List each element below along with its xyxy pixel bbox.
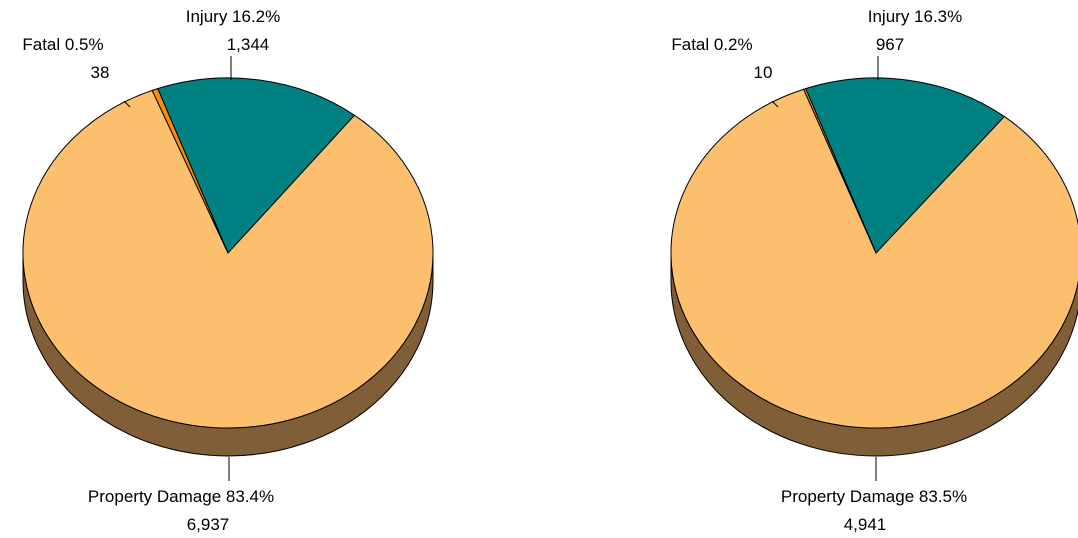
slice-property-damage [22, 89, 434, 429]
slice-label-fatal: Fatal 0.2% [671, 35, 752, 54]
pie-chart-2: Injury 16.3% 967 Property Damage 83.5% 4,94… [670, 7, 1078, 534]
leader-line-fatal [123, 100, 131, 108]
slice-injury [805, 77, 1006, 254]
slice-label-property-damage: Property Damage 83.5% [781, 487, 967, 506]
slice-count-fatal: 10 [754, 63, 773, 82]
slice-fatal [802, 87, 877, 254]
leader-line-fatal [771, 100, 779, 108]
slice-count-property-damage: 4,941 [844, 515, 887, 534]
slice-count-injury: 967 [876, 35, 904, 54]
slice-injury [157, 77, 356, 254]
slice-label-injury: Injury 16.3% [868, 7, 963, 26]
slice-label-fatal: Fatal 0.5% [22, 35, 103, 54]
slice-property-damage [670, 88, 1078, 429]
slice-label-property-damage: Property Damage 83.4% [88, 487, 274, 506]
slice-count-injury: 1,344 [227, 35, 270, 54]
slice-count-fatal: 38 [91, 63, 110, 82]
slice-label-injury: Injury 16.2% [186, 7, 281, 26]
slice-count-property-damage: 6,937 [187, 515, 230, 534]
slice-fatal [151, 87, 229, 254]
pie-chart-1: Injury 16.2% 1,344 Property Damage 83.4% 6,… [22, 7, 434, 534]
